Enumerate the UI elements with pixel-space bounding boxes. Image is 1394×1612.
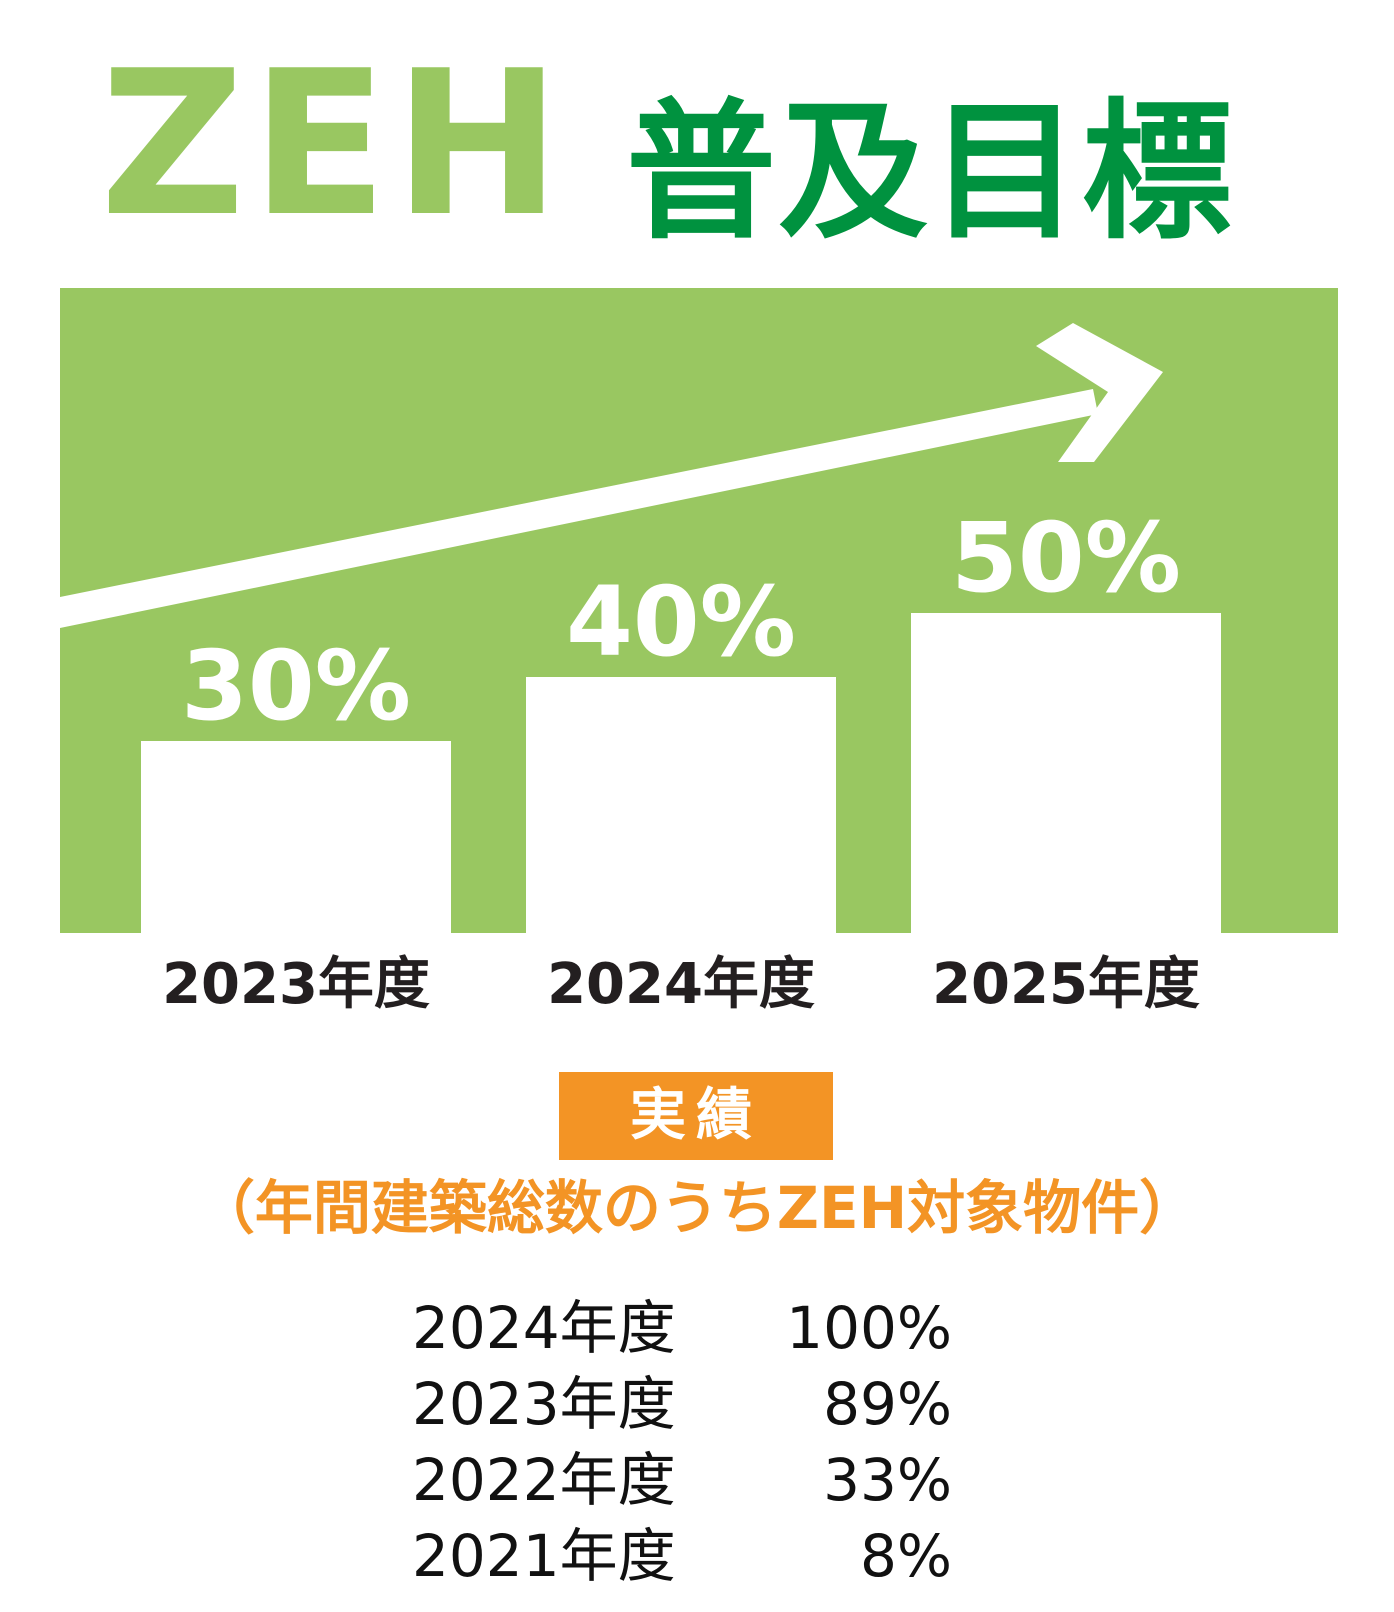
title-zeh: ZEH <box>100 28 568 261</box>
title-target: 普及目標 <box>626 86 1235 260</box>
trend-arrow <box>60 323 1163 628</box>
category-label: 2024年度 <box>547 952 815 1017</box>
bar-value-label: 50% <box>951 502 1181 614</box>
result-row: 2024年度 100% <box>412 1290 952 1366</box>
bar-2023年度 <box>141 741 451 933</box>
category-label: 2025年度 <box>932 952 1200 1017</box>
result-row: 2023年度 89% <box>412 1366 952 1442</box>
bar-value-label: 40% <box>566 566 796 678</box>
trend-arrow-shaft <box>60 389 1098 628</box>
results-badge: 実績 <box>559 1072 833 1160</box>
category-label: 2023年度 <box>162 952 430 1017</box>
target-chart: 30% 40% 50% 2023年度 2024年度 2025年度 <box>60 288 1338 1017</box>
result-year: 2021年度 <box>412 1522 676 1590</box>
result-value: 33% <box>823 1446 952 1514</box>
results-subtitle: （年間建築総数のうちZEH対象物件） <box>196 1174 1198 1242</box>
result-row: 2022年度 33% <box>412 1442 952 1518</box>
trend-arrow-head <box>1036 323 1163 462</box>
bar-value-label: 30% <box>181 630 411 742</box>
result-value: 8% <box>859 1522 952 1590</box>
value-labels-layer: 30% 40% 50% <box>181 502 1181 742</box>
result-year: 2022年度 <box>412 1446 676 1514</box>
bar-2025年度 <box>911 613 1221 933</box>
bars-layer <box>141 613 1221 933</box>
result-value: 100% <box>786 1294 952 1362</box>
result-value: 89% <box>823 1370 952 1438</box>
result-year: 2024年度 <box>412 1294 676 1362</box>
result-row: 2021年度 8% <box>412 1518 952 1594</box>
bar-2024年度 <box>526 677 836 933</box>
page-title: ZEH 普及目標 <box>0 30 1394 260</box>
results-list: 2024年度 100% 2023年度 89% 2022年度 33% 2021年度… <box>412 1290 952 1594</box>
result-year: 2023年度 <box>412 1370 676 1438</box>
category-labels-layer: 2023年度 2024年度 2025年度 <box>162 952 1200 1017</box>
